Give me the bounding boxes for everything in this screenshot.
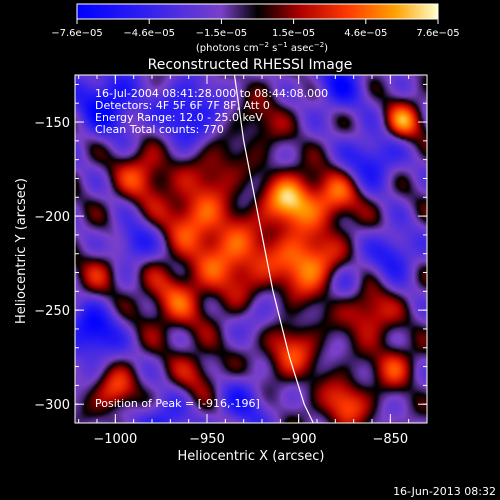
annotation-counts: Clean Total counts: 770: [95, 123, 224, 136]
annotation-detectors: Detectors: 4F 5F 6F 7F 8F, Att 0: [95, 99, 270, 112]
x-tick-label: −900: [281, 432, 317, 447]
x-axis-label: Heliocentric X (arcsec): [178, 449, 325, 464]
colorbar-units-part: asec: [288, 43, 314, 54]
colorbar-units: (photons cm−2 s−1 asec−2): [196, 41, 328, 54]
colorbar-units-part: (photons cm: [196, 43, 259, 54]
y-tick-label: −150: [34, 116, 70, 131]
colorbar: [76, 3, 439, 20]
colorbar-units-sup: −1: [277, 41, 287, 49]
colorbar-tick-label: 7.6e−05: [416, 28, 459, 39]
chart-title: Reconstructed RHESSI Image: [148, 57, 353, 73]
annotation-energy-range: Energy Range: 12.0 - 25.0 keV: [95, 111, 263, 124]
colorbar-ticks: [76, 19, 439, 24]
y-tick-label: −200: [34, 210, 70, 225]
colorbar-tick-label: −4.6e−05: [123, 28, 175, 39]
solar-limb-line: [233, 75, 314, 423]
y-axis-label: Heliocentric Y (arcsec): [14, 178, 29, 324]
annotation-peak-position: Position of Peak = [-916,-196]: [95, 397, 260, 410]
x-tick-label: −1000: [93, 432, 137, 447]
colorbar-units-part: ): [324, 43, 328, 54]
y-tick-label: −300: [34, 398, 70, 413]
plot-frame: [74, 74, 428, 424]
colorbar-tick-label: −7.6e−05: [51, 28, 103, 39]
x-tick-label: −850: [372, 432, 408, 447]
x-tick-label: −950: [189, 432, 225, 447]
colorbar-units-sup: −2: [259, 41, 269, 49]
y-axis-tick-labels: −300 −250 −200 −150: [34, 116, 70, 413]
image-annotations: 16-Jul-2004 08:41:28.000 to 08:44:08.000…: [95, 87, 328, 410]
colorbar-tick-label: −1.5e−05: [196, 28, 248, 39]
colorbar-tick-label: 1.5e−05: [272, 28, 315, 39]
colorbar-tick-label: 4.6e−05: [344, 28, 387, 39]
colorbar-units-part: s: [269, 43, 277, 54]
footer-timestamp: 16-Jun-2013 08:32: [393, 485, 496, 498]
x-axis-tick-labels: −1000 −950 −900 −850: [93, 432, 408, 447]
y-axis-ticks: [75, 83, 427, 424]
colorbar-units-sup: −2: [314, 41, 324, 49]
y-tick-label: −250: [34, 304, 70, 319]
colorbar-tick-labels: −7.6e−05 −4.6e−05 −1.5e−05 1.5e−05 4.6e−05 7.…: [51, 28, 459, 39]
annotation-time-range: 16-Jul-2004 08:41:28.000 to 08:44:08.000: [95, 87, 328, 100]
x-axis-ticks: [78, 75, 428, 423]
heatmap-image: [75, 75, 427, 423]
